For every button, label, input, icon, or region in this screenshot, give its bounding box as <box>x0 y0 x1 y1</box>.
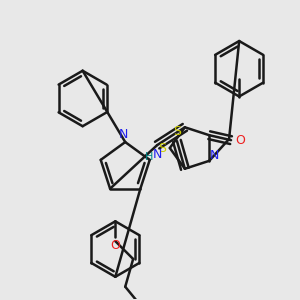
Text: S: S <box>158 142 166 154</box>
Text: O: O <box>235 134 245 147</box>
Text: O: O <box>110 238 120 252</box>
Text: S: S <box>173 124 181 138</box>
Text: H: H <box>145 152 153 162</box>
Text: N: N <box>209 149 219 162</box>
Text: N: N <box>118 128 128 141</box>
Text: N: N <box>153 148 162 161</box>
